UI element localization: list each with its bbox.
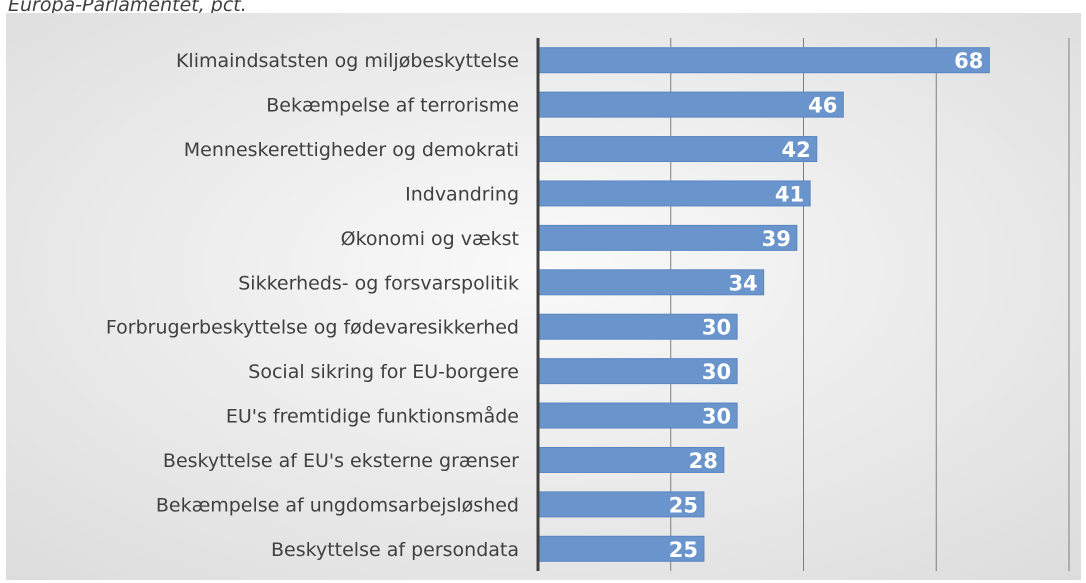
- bar: [537, 224, 798, 251]
- category-label: Forbrugerbeskyttelse og fødevaresikkerhe…: [106, 317, 519, 339]
- data-label: 25: [669, 538, 698, 562]
- category-labels: Klimaindsatsten og miljøbeskyttelse Bekæm…: [106, 50, 519, 561]
- data-label: 25: [669, 493, 698, 517]
- category-label: Beskyttelse af EU's eksterne grænser: [163, 450, 519, 472]
- category-label: Bekæmpelse af ungdomsarbejsløshed: [156, 494, 519, 516]
- category-label: Sikkerheds- og forsvarspolitik: [238, 272, 519, 294]
- data-label: 68: [954, 49, 983, 73]
- category-label: EU's fremtidige funktionsmåde: [226, 405, 519, 428]
- category-label: Bekæmpelse af terrorisme: [266, 95, 519, 117]
- bar: [537, 47, 990, 74]
- data-label: 30: [702, 360, 731, 384]
- data-label: 30: [702, 405, 731, 429]
- bar: [537, 180, 811, 207]
- data-label: 46: [808, 94, 837, 118]
- category-label: Social sikring for EU-borgere: [248, 361, 519, 383]
- chart-subtitle: Europa-Parlamentet, pct.: [8, 0, 247, 16]
- category-label: Indvandring: [405, 183, 519, 205]
- category-label: Menneskerettigheder og demokrati: [184, 139, 519, 161]
- bar: [537, 91, 844, 118]
- data-label: 41: [775, 182, 804, 206]
- category-label: Klimaindsatsten og miljøbeskyttelse: [176, 50, 519, 72]
- category-label: Økonomi og vækst: [341, 228, 519, 250]
- bars: [537, 47, 990, 562]
- bar: [537, 491, 705, 518]
- data-label: 42: [782, 138, 811, 162]
- bar: [537, 535, 705, 562]
- data-label: 28: [689, 449, 718, 473]
- bar: [537, 136, 818, 163]
- bar: [537, 358, 738, 385]
- data-label: 39: [762, 227, 791, 251]
- bar: [537, 446, 725, 473]
- category-label: Beskyttelse af persondata: [271, 539, 519, 561]
- data-label: 34: [728, 271, 757, 295]
- gridlines: [670, 38, 1070, 571]
- bar: [537, 402, 738, 429]
- data-label: 30: [702, 316, 731, 340]
